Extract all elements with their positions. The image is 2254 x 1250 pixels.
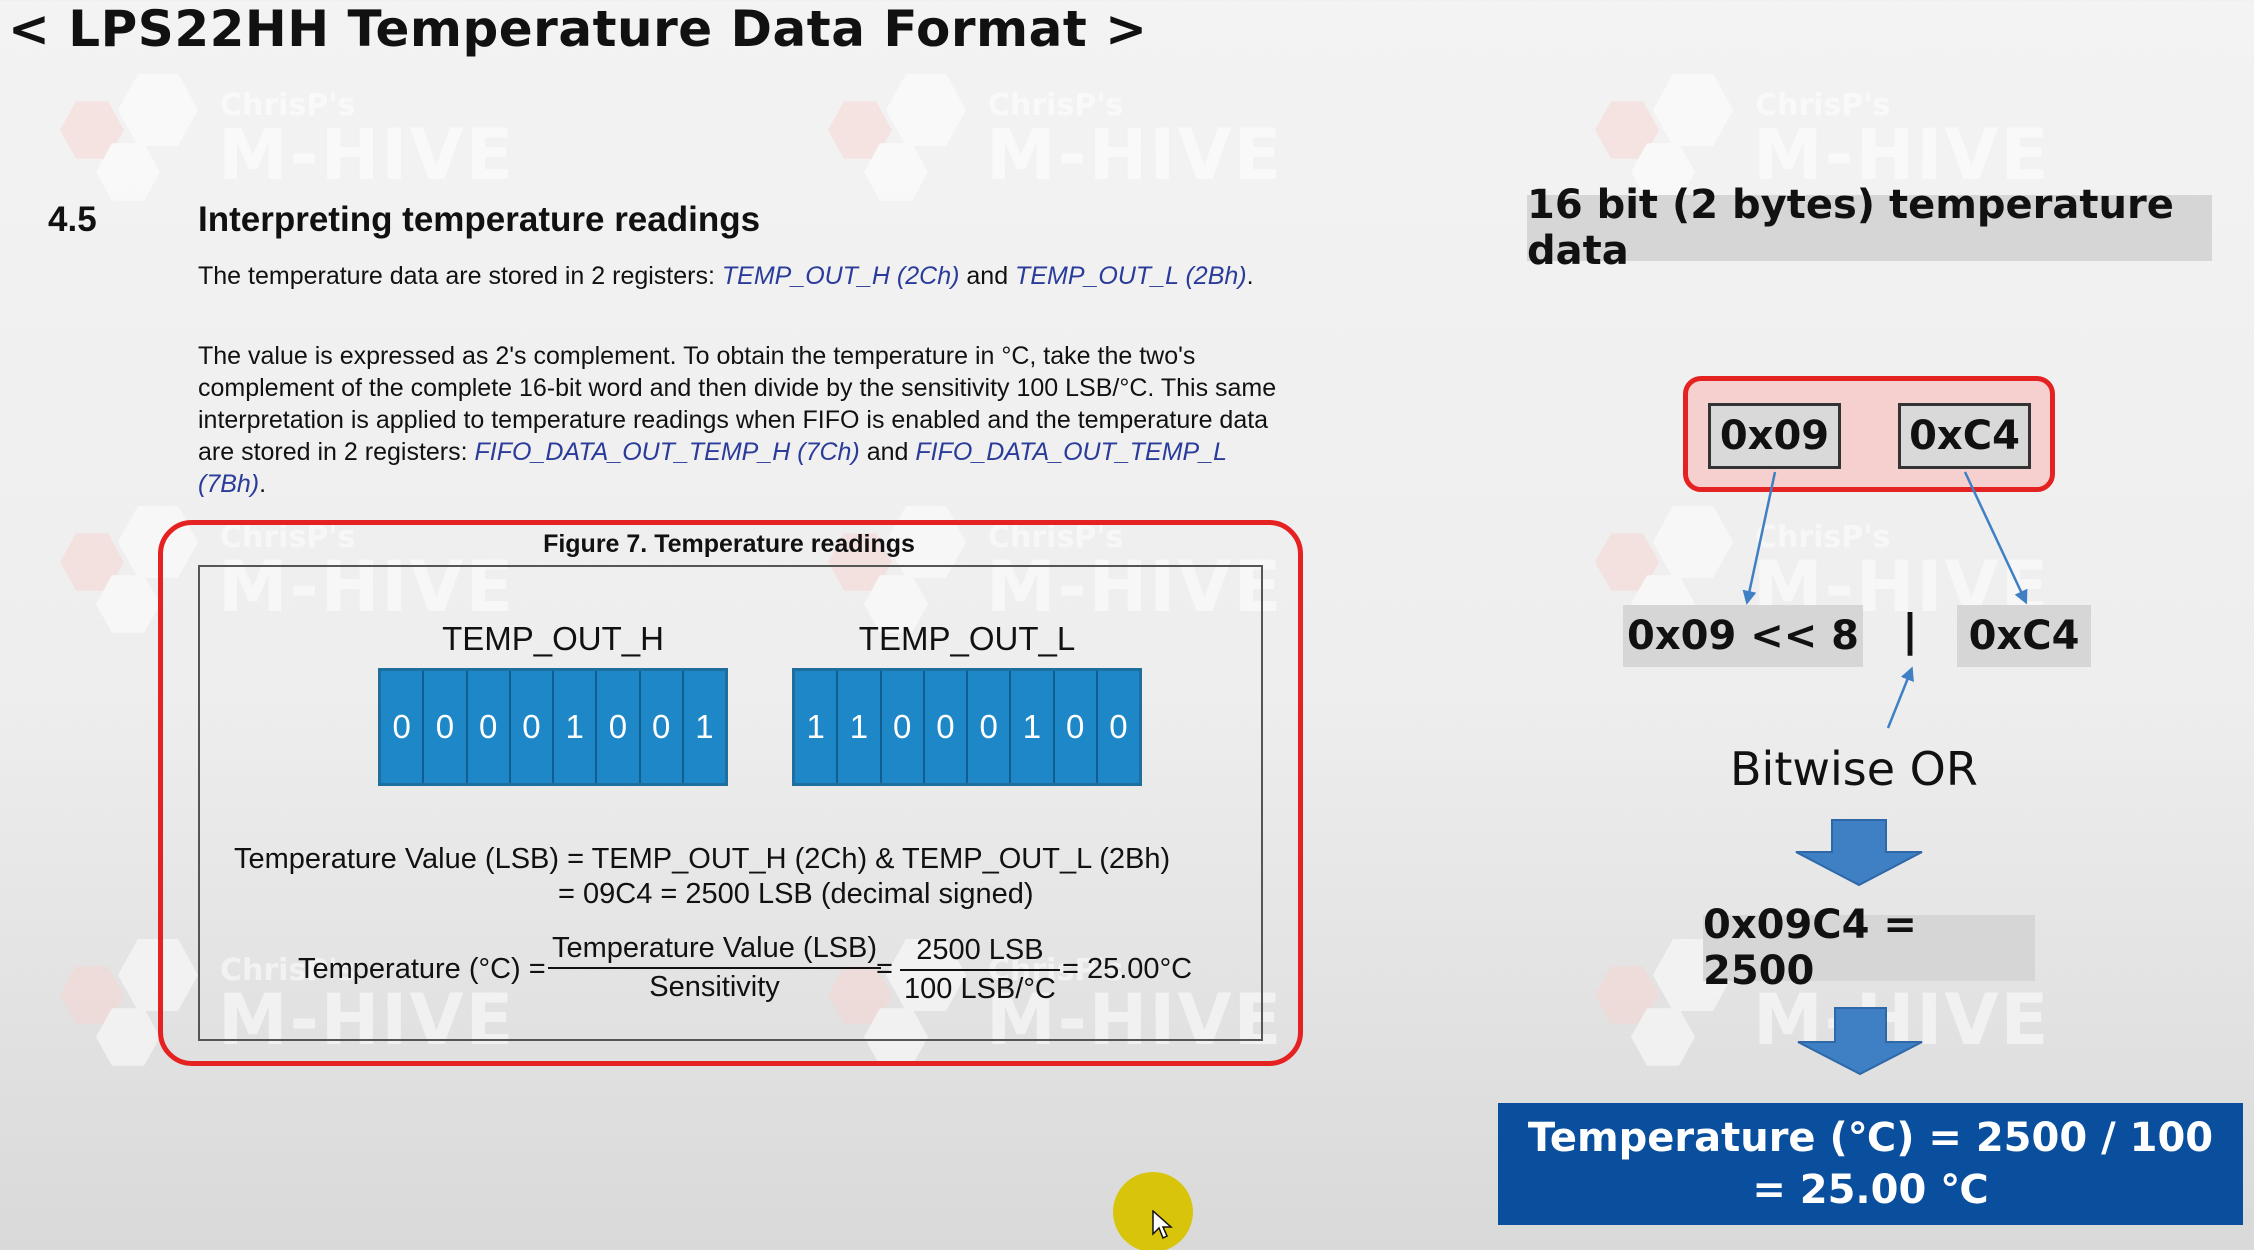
watermark-logo: ChrisP's M-HIVE bbox=[828, 939, 1328, 1095]
data-width-header: 16 bit (2 bytes) temperature data bbox=[1527, 182, 2212, 274]
bit-cell: 1 bbox=[695, 708, 714, 745]
register-name: TEMP_OUT_H (2Ch) bbox=[721, 262, 960, 290]
figure-highlight-frame bbox=[158, 520, 1303, 1066]
bit-cell: 1 bbox=[795, 671, 839, 783]
watermark-line1: ChrisP's bbox=[1755, 520, 1891, 555]
watermark-line2: M-HIVE bbox=[218, 979, 516, 1061]
watermark-line2: M-HIVE bbox=[218, 114, 516, 196]
register-name: FIFO_DATA_OUT_TEMP_H (7Ch) bbox=[474, 438, 860, 466]
watermark-line1: ChrisP's bbox=[1755, 88, 1891, 123]
temperature-result-box: Temperature (℃) = 2500 / 100 = 25.00 ℃ bbox=[1498, 1103, 2243, 1225]
watermark-line1: ChrisP's bbox=[220, 88, 356, 123]
fraction-numerator: 2500 LSB bbox=[916, 934, 1044, 966]
equation-lsb: Temperature Value (LSB) = TEMP_OUT_H (2C… bbox=[234, 843, 1171, 875]
watermark-line2: M-HIVE bbox=[1753, 114, 2051, 196]
register-label-low: TEMP_OUT_L bbox=[858, 620, 1076, 657]
watermark-line1: ChrisP's bbox=[220, 953, 356, 988]
bit-cell: 0 bbox=[468, 671, 511, 783]
watermark-logo: ChrisP's M-HIVE bbox=[1595, 74, 2095, 230]
bitwise-or-arrow bbox=[1886, 666, 1914, 729]
watermark-line2: M-HIVE bbox=[986, 114, 1284, 196]
fraction-formula: Temperature Value (LSB) Sensitivity bbox=[548, 932, 882, 1004]
text-run: and bbox=[959, 262, 1016, 290]
equation-decimal: = 09C4 = 2500 LSB (decimal signed) bbox=[558, 878, 1034, 910]
low-byte-box: 0xC4 bbox=[1898, 403, 2031, 469]
figure-box bbox=[198, 565, 1263, 1041]
fraction-values: 2500 LSB 100 LSB/°C bbox=[900, 934, 1060, 1006]
shift-expression-box: 0x09 << 8 bbox=[1623, 605, 1863, 667]
down-arrow-icon bbox=[1797, 1007, 1923, 1076]
register-name: FIFO_DATA_OUT_TEMP_L (7Bh) bbox=[198, 438, 1227, 498]
bit-cell: 0 bbox=[882, 671, 925, 783]
bit-cell: 1 bbox=[1011, 671, 1055, 783]
paragraph-registers: The temperature data are stored in 2 reg… bbox=[198, 260, 1278, 292]
fraction-denominator: 100 LSB/°C bbox=[904, 973, 1056, 1005]
watermark-line2: M-HIVE bbox=[218, 546, 516, 628]
watermark-line1: ChrisP's bbox=[988, 520, 1124, 555]
temperature-line-2: = 25.00 ℃ bbox=[1752, 1167, 1989, 1213]
combined-result-box: 0x09C4 = 2500 bbox=[1703, 902, 2035, 994]
paragraph-twos-complement: The value is expressed as 2's complement… bbox=[198, 340, 1278, 500]
bit-cell: 1 bbox=[838, 671, 882, 783]
fraction-denominator: Sensitivity bbox=[649, 971, 780, 1003]
fraction-numerator: Temperature Value (LSB) bbox=[552, 932, 878, 964]
bit-cell: 0 bbox=[968, 671, 1012, 783]
equals-sign: = bbox=[876, 953, 893, 985]
watermark-logo: ChrisP's M-HIVE bbox=[828, 506, 1328, 662]
register-bits-high: 0 0 0 0 1 0 0 1 bbox=[378, 668, 728, 786]
bit-cell: 0 bbox=[511, 671, 554, 783]
text-run: . bbox=[1246, 262, 1254, 290]
watermark-logo: ChrisP's M-HIVE bbox=[828, 74, 1328, 230]
low-byte-arrow bbox=[1963, 471, 2028, 605]
register-bits-low: 1 1 0 0 0 1 0 0 bbox=[792, 668, 1142, 786]
watermark-line2: M-HIVE bbox=[986, 979, 1284, 1061]
low-byte-expression-box: 0xC4 bbox=[1957, 605, 2091, 667]
section-title: Interpreting temperature readings bbox=[198, 200, 761, 239]
watermark-line2: M-HIVE bbox=[986, 546, 1284, 628]
bitwise-or-symbol: | bbox=[1902, 605, 1919, 656]
text-run: The value is expressed as 2's complement… bbox=[198, 342, 1277, 466]
bit-cell: 0 bbox=[1109, 708, 1128, 745]
bit-cell: 0 bbox=[597, 671, 641, 783]
down-arrow-icon bbox=[1795, 819, 1923, 887]
high-byte-box: 0x09 bbox=[1708, 403, 1841, 469]
bit-cell: 0 bbox=[925, 671, 968, 783]
watermark-line1: ChrisP's bbox=[988, 88, 1124, 123]
bitwise-or-label: Bitwise OR bbox=[1730, 742, 1978, 796]
register-label-high: TEMP_OUT_H bbox=[442, 620, 664, 657]
fraction-bar bbox=[548, 967, 882, 969]
fraction-bar bbox=[900, 969, 1060, 971]
equation-temp-lhs: Temperature (°C) = bbox=[298, 953, 546, 985]
text-run: The temperature data are stored in 2 reg… bbox=[198, 262, 722, 290]
watermark-line1: ChrisP's bbox=[220, 520, 356, 555]
figure-caption: Figure 7. Temperature readings bbox=[543, 530, 915, 558]
section-number: 4.5 bbox=[48, 200, 97, 239]
bit-cell: 0 bbox=[641, 671, 684, 783]
bit-cell: 0 bbox=[381, 671, 425, 783]
register-name: TEMP_OUT_L (2Bh) bbox=[1015, 262, 1247, 290]
text-run: . bbox=[259, 470, 267, 498]
equation-result: = 25.00°C bbox=[1062, 953, 1193, 985]
text-run: and bbox=[859, 438, 916, 466]
temperature-line-1: Temperature (℃) = 2500 / 100 bbox=[1527, 1115, 2214, 1161]
slide-title: < LPS22HH Temperature Data Format > bbox=[8, 0, 1148, 58]
bit-cell: 0 bbox=[424, 671, 468, 783]
cursor-arrow-icon bbox=[1152, 1210, 1173, 1240]
shift-arrow bbox=[1742, 471, 1777, 605]
bit-cell: 0 bbox=[1055, 671, 1098, 783]
bit-cell: 1 bbox=[554, 671, 598, 783]
